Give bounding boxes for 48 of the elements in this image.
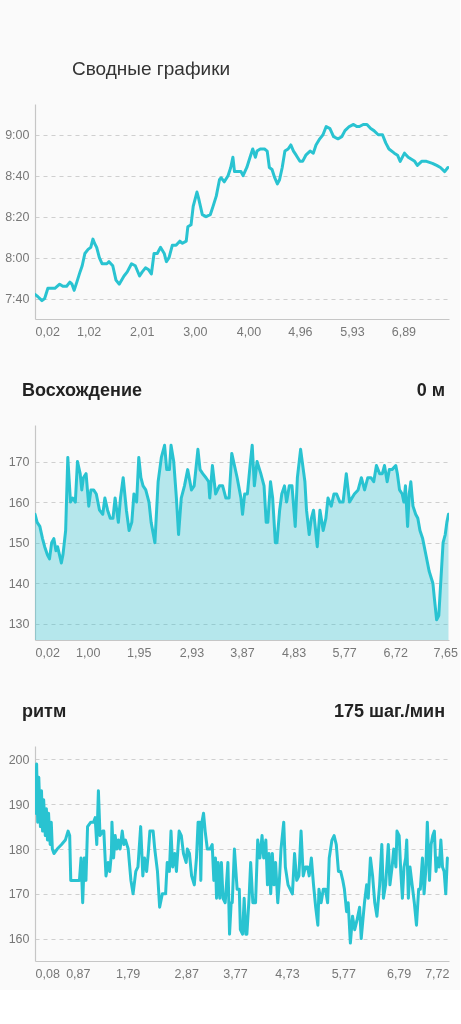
x-tick-label: 0,87 (66, 966, 91, 981)
x-tick-label: 5,93 (340, 324, 365, 339)
y-tick-label: 8:20 (5, 210, 30, 225)
y-tick-label: 8:40 (5, 169, 30, 184)
y-tick-label: 140 (8, 576, 30, 591)
y-tick-label: 170 (8, 887, 30, 902)
y-tick-label: 160 (8, 495, 30, 510)
x-tick-label: 3,77 (223, 966, 248, 981)
chart-title: Восхождение (22, 380, 142, 400)
x-tick-label: 7,72 (425, 966, 450, 981)
line-series (35, 122, 449, 303)
chart-title: ритм (22, 701, 67, 721)
x-tick-label: 3,00 (183, 324, 208, 339)
x-tick-label: 5,77 (331, 966, 357, 981)
y-tick-label: 180 (8, 842, 30, 857)
x-tick-label: 6,72 (383, 645, 408, 660)
x-tick-label: 3,87 (230, 645, 255, 660)
x-tick-label: 0,02 (35, 645, 60, 660)
y-tick-label: 200 (8, 752, 30, 767)
y-tick-label: 7:40 (5, 292, 30, 307)
y-tick-label: 170 (8, 455, 30, 470)
x-tick-label: 6,79 (386, 966, 412, 981)
x-tick-label: 6,89 (391, 324, 417, 339)
x-tick-label: 4,73 (275, 966, 300, 981)
y-tick-label: 8:00 (5, 251, 30, 266)
x-tick-label: 0,02 (35, 324, 60, 339)
x-tick-label: 2,01 (130, 324, 155, 339)
line-series (35, 762, 449, 945)
y-tick-label: 9:00 (5, 128, 30, 143)
y-tick-label: 160 (8, 932, 30, 947)
text: 175 шаг./мин (334, 701, 445, 721)
y-tick-label: 190 (8, 797, 30, 812)
x-tick-label: 1,02 (76, 324, 102, 339)
x-tick-label: 7,65 (433, 645, 458, 660)
x-tick-label: 1,00 (76, 645, 101, 660)
x-tick-label: 4,00 (236, 324, 262, 339)
x-tick-label: 2,87 (174, 966, 199, 981)
x-tick-label: 1,95 (127, 645, 152, 660)
y-tick-label: 150 (8, 536, 30, 551)
y-tick-label: 130 (8, 617, 30, 632)
x-tick-label: 2,93 (179, 645, 205, 660)
text: 0 м (416, 380, 445, 400)
x-tick-label: 1,79 (115, 966, 141, 981)
chart-title: Сводные графики (72, 58, 231, 79)
x-tick-label: 4,96 (288, 324, 313, 339)
x-tick-label: 5,77 (332, 645, 357, 660)
x-tick-label: 4,83 (281, 645, 307, 660)
x-tick-label: 0,08 (35, 966, 60, 981)
